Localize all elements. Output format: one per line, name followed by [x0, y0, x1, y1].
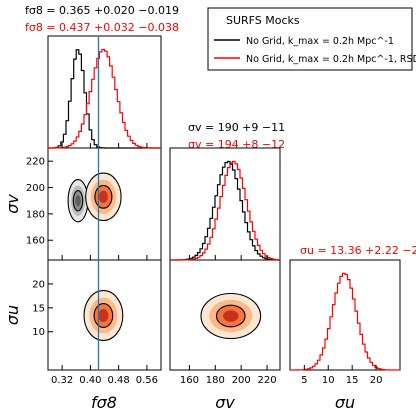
y-tick-label-sv-2: 200 — [26, 183, 45, 194]
x-tick-label-sv-0: 160 — [180, 375, 199, 386]
fs8-result-black: fσ8 = 0.365 +0.020 −0.019 — [25, 4, 179, 17]
sv-result-red: σv = 194 +8 −12 — [188, 138, 285, 151]
contour-fs8-su-red-level-4 — [98, 309, 109, 322]
contour-sv-su-red-level-4 — [223, 310, 239, 322]
histogram-fs8-a — [48, 49, 161, 149]
x-axis-label-fs8: fσ8 — [91, 393, 117, 412]
y-tick-label-su-2: 20 — [32, 279, 45, 290]
fs8-result-red: fσ8 = 0.437 +0.032 −0.038 — [25, 21, 179, 34]
x-tick-label-fs8-1: 0.40 — [79, 375, 101, 386]
y-axis-label-sv: σv — [3, 194, 22, 214]
y-tick-label-su-0: 10 — [32, 327, 45, 338]
panel-sv-su — [169, 259, 281, 371]
x-tick-label-sv-1: 180 — [206, 375, 225, 386]
histogram-sv-a — [170, 160, 280, 261]
y-tick-label-sv-3: 220 — [26, 157, 45, 168]
panel-fs8-marginal — [47, 35, 162, 149]
legend-label-red: No Grid, k_max = 0.2h Mpc^-1, RSD — [246, 54, 416, 65]
contour-fs8-sv-red-level-4 — [98, 190, 108, 203]
x-tick-label-fs8-0: 0.32 — [51, 375, 73, 386]
x-tick-label-su-3: 20 — [370, 375, 383, 386]
x-tick-label-fs8-3: 0.56 — [136, 375, 158, 386]
legend-title: SURFS Mocks — [226, 14, 300, 27]
su-result-red: σu = 13.36 +2.22 −2.78 — [300, 244, 416, 257]
y-tick-label-sv-0: 160 — [26, 236, 45, 247]
y-tick-label-sv-1: 180 — [26, 209, 45, 220]
histogram-fs8-b — [48, 48, 161, 149]
histogram-su-b — [290, 272, 400, 371]
y-tick-label-su-1: 15 — [32, 303, 45, 314]
x-tick-label-sv-3: 220 — [258, 375, 277, 386]
histogram-sv-b — [170, 160, 280, 261]
legend-box — [207, 7, 413, 71]
y-axis-label-su: σu — [3, 305, 22, 325]
panel-su-marginal — [289, 259, 401, 371]
legend-label-black: No Grid, k_max = 0.2h Mpc^-1 — [246, 36, 394, 47]
sv-result-black: σv = 190 +9 −11 — [188, 121, 285, 134]
x-tick-label-su-1: 10 — [322, 375, 335, 386]
legend: SURFS Mocks No Grid, k_max = 0.2h Mpc^-1… — [207, 7, 416, 71]
x-axis-label-sv: σv — [215, 393, 235, 412]
contour-fs8-sv-black-level-4 — [75, 195, 81, 207]
x-tick-label-su-2: 15 — [346, 375, 359, 386]
x-axis-label-su: σu — [335, 393, 355, 412]
x-tick-label-fs8-2: 0.48 — [107, 375, 129, 386]
x-tick-label-sv-2: 200 — [232, 375, 251, 386]
x-tick-label-su-0: 5 — [301, 375, 307, 386]
panel-fs8-su — [47, 259, 162, 371]
